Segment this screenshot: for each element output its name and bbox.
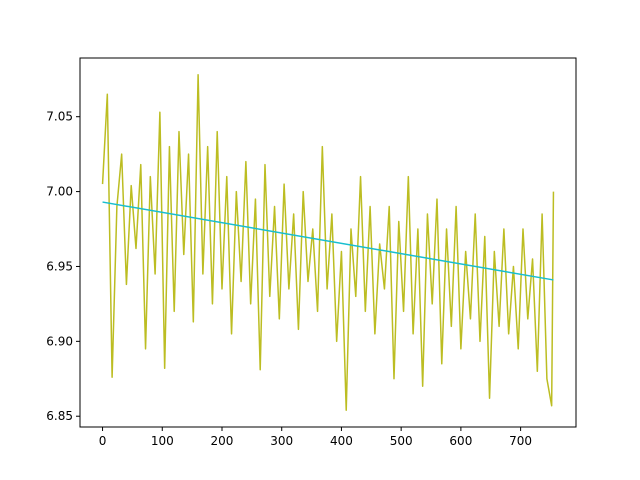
y-tick-label: 6.95	[46, 259, 73, 273]
series-line	[101, 74, 555, 411]
series-line	[102, 201, 554, 281]
y-tick-label: 6.85	[46, 409, 73, 423]
x-tick-label: 700	[509, 434, 532, 448]
x-tick-label: 300	[270, 434, 293, 448]
x-tick-label: 500	[390, 434, 413, 448]
x-tick-label: 100	[151, 434, 174, 448]
x-tick-label: 600	[449, 434, 472, 448]
x-tick-label: 0	[99, 434, 107, 448]
plot-frame	[79, 57, 577, 428]
y-tick-label: 6.90	[46, 334, 73, 348]
y-tick-label: 7.00	[46, 185, 73, 199]
x-tick-label: 400	[330, 434, 353, 448]
x-tick-label: 200	[211, 434, 234, 448]
y-tick-label: 7.05	[46, 110, 73, 124]
